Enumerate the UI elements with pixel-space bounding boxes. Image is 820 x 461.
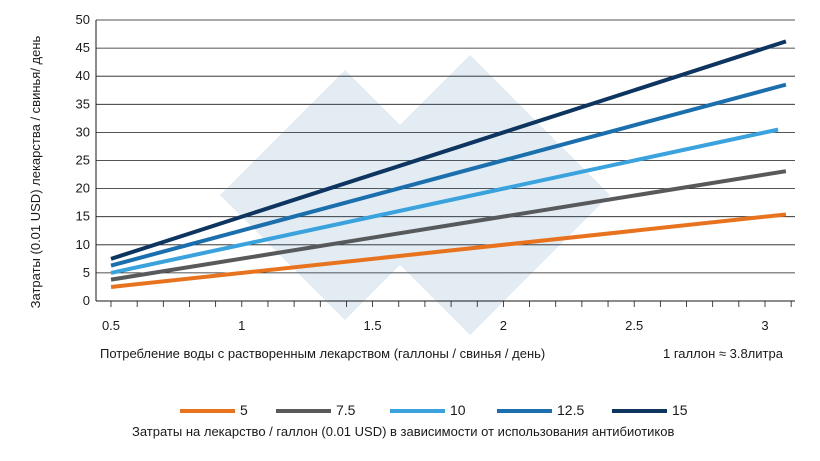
x-tick-label: 2 [500, 318, 507, 333]
y-tick-label: 45 [76, 40, 90, 55]
y-tick-label: 20 [76, 181, 90, 196]
x-tick-label: 0.5 [102, 318, 120, 333]
legend-label: 5 [240, 402, 248, 418]
y-tick-label: 35 [76, 96, 90, 111]
legend: 5 7.5 10 12.5 15 [180, 402, 688, 418]
axes [95, 20, 795, 302]
grid [96, 19, 795, 302]
series-line-12-5 [110, 82, 787, 268]
legend-label: 15 [672, 402, 688, 418]
series-line-5 [110, 212, 787, 289]
legend-label: 7.5 [336, 402, 356, 418]
series-line-10 [110, 127, 779, 275]
y-tick-label: 0 [83, 293, 90, 308]
y-tick-label: 5 [83, 265, 90, 280]
y-tick-label: 50 [76, 12, 90, 27]
x-axis-ticks: 0.5 1 1.5 2 2.5 3 [102, 301, 792, 333]
legend-label: 10 [450, 402, 466, 418]
y-axis-label: Затраты (0.01 USD) лекарства / свинья/ д… [28, 35, 43, 308]
legend-label: 12.5 [557, 402, 584, 418]
y-axis-ticks: 0 5 10 15 20 25 30 35 40 45 50 [76, 12, 90, 308]
x-tick-label: 2.5 [625, 318, 643, 333]
unit-note: 1 галлон ≈ 3.8литра [663, 346, 784, 361]
watermark-logo [220, 55, 610, 335]
x-tick-label: 3 [761, 318, 768, 333]
x-axis-label: Потребление воды с растворенным лекарств… [100, 346, 545, 361]
series-line-7-5 [110, 169, 787, 282]
series-line-15 [110, 39, 787, 261]
y-tick-label: 30 [76, 124, 90, 139]
legend-title: Затраты на лекарство / галлон (0.01 USD)… [132, 424, 674, 439]
x-tick-label: 1.5 [364, 318, 382, 333]
series-layer [110, 39, 787, 289]
y-tick-label: 40 [76, 68, 90, 83]
y-tick-label: 25 [76, 153, 90, 168]
y-tick-label: 15 [76, 209, 90, 224]
y-tick-label: 10 [76, 237, 90, 252]
x-tick-label: 1 [238, 318, 245, 333]
